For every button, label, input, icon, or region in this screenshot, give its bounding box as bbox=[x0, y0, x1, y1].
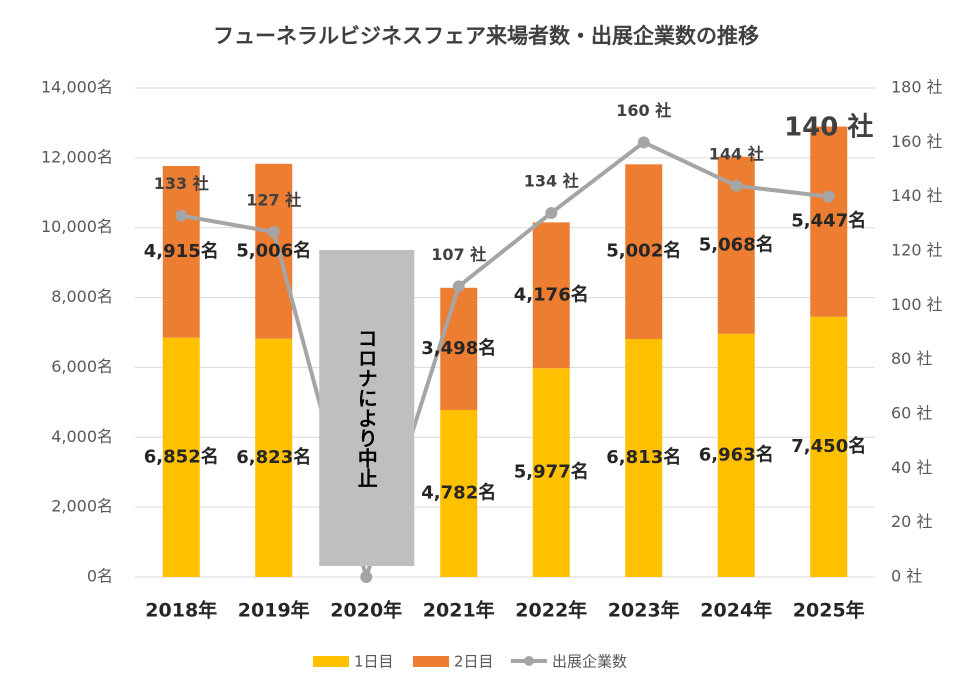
bar bbox=[162, 337, 200, 577]
data-label: 7,450名 bbox=[791, 435, 866, 457]
y2-tick-label: 120 社 bbox=[891, 241, 943, 260]
y-tick-label: 10,000名 bbox=[41, 217, 113, 236]
data-label: 3,498名 bbox=[421, 337, 496, 359]
annotation: コロナにより中止 bbox=[354, 328, 378, 488]
y-tick-label: 6,000名 bbox=[51, 357, 113, 376]
data-label: 107 社 bbox=[431, 245, 486, 264]
x-tick-label: 2022年 bbox=[515, 599, 587, 622]
legend-label: 1日目 bbox=[354, 653, 394, 671]
chart-title: フューネラルビジネスフェア来場者数・出展企業数の推移 bbox=[213, 24, 759, 48]
x-tick-label: 2019年 bbox=[238, 599, 310, 622]
y2-tick-label: 80 社 bbox=[891, 349, 932, 368]
line bbox=[180, 140, 829, 579]
bar bbox=[625, 339, 663, 577]
data-label: 5,977名 bbox=[514, 461, 589, 483]
data-label: 6,852名 bbox=[144, 445, 219, 467]
data-label: 5,002名 bbox=[606, 240, 681, 262]
x-tick-label: 2024年 bbox=[700, 599, 772, 622]
y2-tick-label: 160 社 bbox=[891, 132, 943, 151]
x-tick-label: 2023年 bbox=[608, 599, 680, 622]
legend-swatch bbox=[413, 656, 449, 667]
y-tick-label: 8,000名 bbox=[51, 287, 113, 306]
line-point bbox=[822, 190, 835, 203]
legend-label: 2日目 bbox=[454, 653, 494, 671]
y-tick-label: 0名 bbox=[87, 567, 113, 586]
data-label: 4,782名 bbox=[421, 481, 496, 503]
bar bbox=[162, 165, 200, 338]
data-label: 4,176名 bbox=[514, 283, 589, 305]
data-label: 160 社 bbox=[616, 101, 671, 120]
y-tick-label: 4,000名 bbox=[51, 427, 113, 446]
x-tick-label: 2018年 bbox=[145, 599, 217, 622]
bar bbox=[810, 126, 848, 317]
bar bbox=[532, 368, 570, 577]
line-point bbox=[730, 179, 743, 192]
data-label: 5,006名 bbox=[236, 239, 311, 261]
bar bbox=[532, 222, 570, 369]
data-label: 134 社 bbox=[524, 171, 579, 190]
data-label: 6,963名 bbox=[699, 443, 774, 465]
line-point bbox=[452, 280, 465, 293]
y-tick-label: 12,000名 bbox=[41, 147, 113, 166]
y-tick-label: 2,000名 bbox=[51, 497, 113, 516]
data-label: 5,068名 bbox=[699, 233, 774, 255]
data-label: 6,823名 bbox=[236, 446, 311, 468]
y2-tick-label: 60 社 bbox=[891, 404, 932, 423]
line-point bbox=[637, 136, 650, 149]
data-label: 140 社 bbox=[784, 112, 873, 143]
data-label: 133 社 bbox=[154, 174, 209, 193]
x-tick-label: 2021年 bbox=[423, 599, 495, 622]
data-label: 127 社 bbox=[246, 190, 301, 209]
line-point bbox=[545, 206, 558, 219]
legend-label: 出展企業数 bbox=[552, 653, 627, 671]
bar bbox=[440, 409, 478, 577]
x-tick-label: 2020年 bbox=[330, 599, 402, 622]
y2-tick-label: 20 社 bbox=[891, 512, 932, 531]
annotation-box bbox=[319, 250, 415, 566]
legend-swatch bbox=[524, 656, 534, 666]
x-tick-label: 2025年 bbox=[793, 599, 865, 622]
bar bbox=[255, 338, 293, 577]
bar bbox=[717, 333, 755, 577]
bar bbox=[255, 163, 293, 339]
data-label: 4,915名 bbox=[144, 240, 219, 262]
y2-tick-label: 40 社 bbox=[891, 458, 932, 477]
bar bbox=[440, 287, 478, 410]
y2-tick-label: 180 社 bbox=[891, 78, 943, 97]
line-point bbox=[175, 209, 188, 222]
data-label: 6,813名 bbox=[606, 446, 681, 468]
y-tick-label: 14,000名 bbox=[41, 78, 113, 97]
bar bbox=[810, 316, 848, 577]
legend-swatch bbox=[313, 656, 349, 667]
y2-tick-label: 140 社 bbox=[891, 186, 943, 205]
line-point bbox=[267, 225, 280, 238]
y2-tick-label: 100 社 bbox=[891, 295, 943, 314]
data-label: 5,447名 bbox=[791, 210, 866, 232]
data-label: 144 社 bbox=[709, 144, 764, 163]
y2-tick-label: 0 社 bbox=[891, 567, 922, 586]
line-point bbox=[360, 571, 373, 583]
bar bbox=[625, 164, 663, 340]
